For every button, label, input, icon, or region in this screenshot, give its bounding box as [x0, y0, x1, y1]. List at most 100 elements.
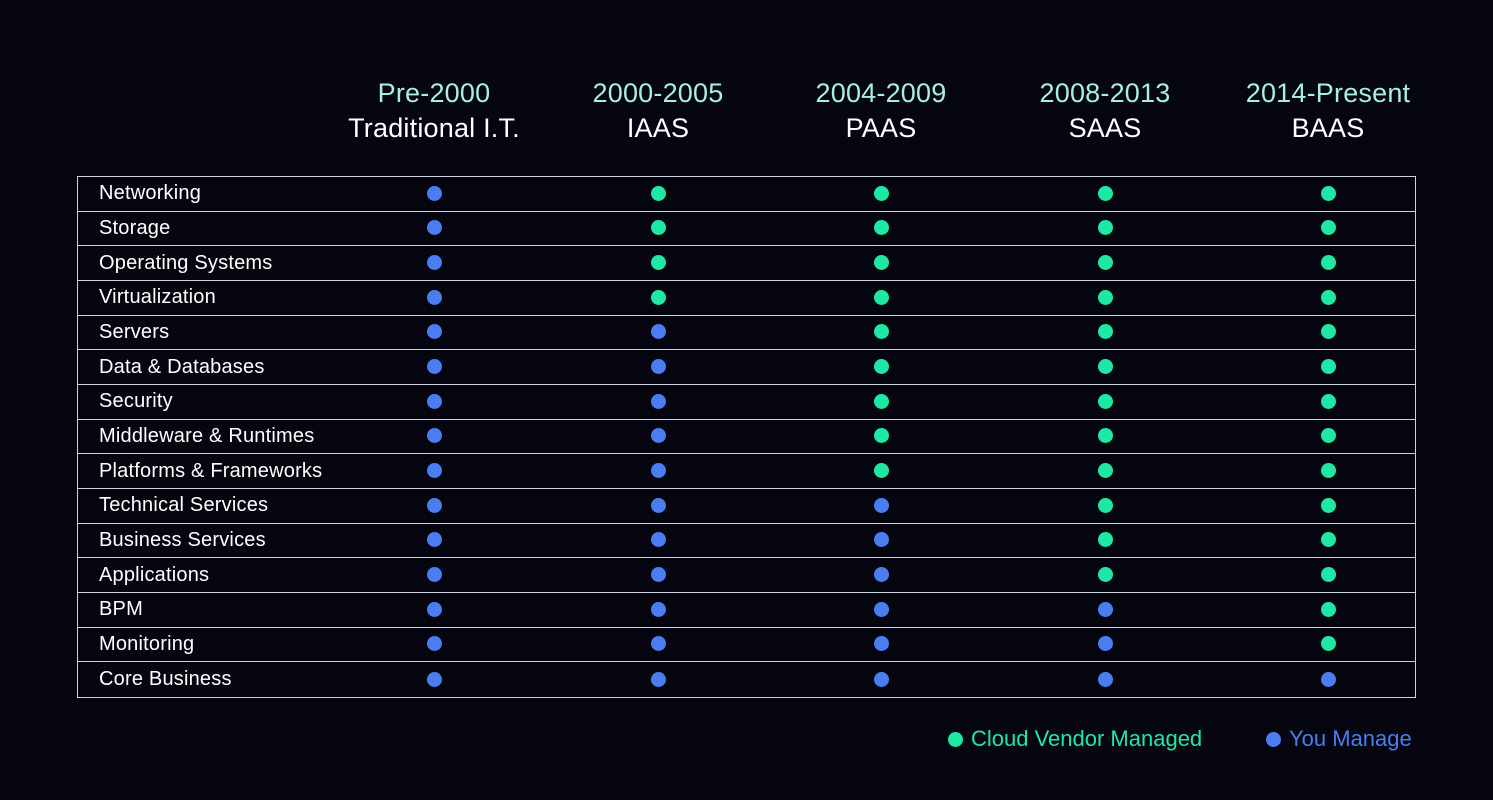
- vendor-managed-dot-icon: [873, 428, 889, 444]
- vendor-managed-dot-icon: [1320, 636, 1336, 652]
- table-row: BPM: [78, 593, 1415, 628]
- row-label: Security: [99, 390, 173, 413]
- column-header: 2008-2013 SAAS: [995, 76, 1215, 146]
- table-row: Storage: [78, 212, 1415, 247]
- you-manage-dot-icon: [650, 497, 666, 513]
- vendor-managed-dot-icon: [650, 289, 666, 305]
- you-manage-dot-icon: [650, 671, 666, 687]
- table-row: Security: [78, 385, 1415, 420]
- you-manage-dot-icon: [426, 289, 442, 305]
- vendor-managed-dot-icon: [650, 255, 666, 271]
- column-model: IAAS: [626, 113, 690, 143]
- column-model: SAAS: [1068, 113, 1142, 143]
- legend-vendor-label: Cloud Vendor Managed: [971, 726, 1203, 751]
- you-manage-dot-icon: [426, 428, 442, 444]
- column-years: 2008-2013: [1039, 78, 1171, 108]
- row-label: Servers: [99, 320, 170, 343]
- table-row: Middleware & Runtimes: [78, 420, 1415, 455]
- column-model: PAAS: [845, 113, 917, 143]
- you-manage-dot-icon: [650, 463, 666, 479]
- vendor-managed-dot-icon: [1320, 567, 1336, 583]
- you-manage-dot-icon: [1097, 601, 1113, 617]
- row-label: Technical Services: [99, 494, 269, 517]
- row-label: Platforms & Frameworks: [99, 459, 323, 482]
- table-row: Technical Services: [78, 489, 1415, 524]
- vendor-managed-dot-icon: [1320, 359, 1336, 375]
- you-manage-dot-icon: [426, 567, 442, 583]
- column-years: 2000-2005: [592, 78, 724, 108]
- you-manage-dot-icon: [426, 671, 442, 687]
- column-header: 2004-2009 PAAS: [771, 76, 991, 146]
- column-header: Pre-2000 Traditional I.T.: [324, 76, 544, 146]
- vendor-managed-dot-icon: [1320, 428, 1336, 444]
- vendor-managed-dot-icon: [873, 255, 889, 271]
- vendor-managed-dot-icon: [1320, 497, 1336, 513]
- you-manage-dot-icon: [1320, 671, 1336, 687]
- vendor-managed-dot-icon: [873, 393, 889, 409]
- vendor-managed-dot-icon: [1097, 220, 1113, 236]
- vendor-managed-dot-icon: [873, 220, 889, 236]
- vendor-managed-dot-icon: [1320, 324, 1336, 340]
- vendor-dot-icon: [948, 731, 963, 747]
- you-manage-dot-icon: [650, 359, 666, 375]
- you-manage-dot-icon: [426, 601, 442, 617]
- row-label: Operating Systems: [99, 251, 273, 274]
- vendor-managed-dot-icon: [1097, 497, 1113, 513]
- vendor-managed-dot-icon: [650, 185, 666, 201]
- you-manage-dot-icon: [650, 567, 666, 583]
- you-manage-dot-icon: [873, 567, 889, 583]
- row-label: Applications: [99, 563, 210, 586]
- legend-you-label: You Manage: [1289, 726, 1412, 751]
- column-header: 2014-Present BAAS: [1218, 76, 1438, 146]
- row-label: Middleware & Runtimes: [99, 424, 315, 447]
- vendor-managed-dot-icon: [1097, 463, 1113, 479]
- you-manage-dot-icon: [873, 671, 889, 687]
- you-manage-dot-icon: [873, 636, 889, 652]
- vendor-managed-dot-icon: [1320, 289, 1336, 305]
- you-manage-dot-icon: [650, 393, 666, 409]
- column-header: 2000-2005 IAAS: [548, 76, 768, 146]
- table-row: Monitoring: [78, 628, 1415, 663]
- legend-vendor: Cloud Vendor Managed: [948, 724, 1202, 754]
- table-row: Platforms & Frameworks: [78, 454, 1415, 489]
- table-row: Servers: [78, 316, 1415, 351]
- you-manage-dot-icon: [650, 324, 666, 340]
- you-manage-dot-icon: [650, 636, 666, 652]
- table-row: Operating Systems: [78, 246, 1415, 281]
- responsibility-grid: Networking Storage Operating Systems Virtua…: [77, 176, 1416, 698]
- table-row: Applications: [78, 558, 1415, 593]
- vendor-managed-dot-icon: [873, 289, 889, 305]
- you-manage-dot-icon: [426, 463, 442, 479]
- row-label: Core Business: [99, 668, 232, 691]
- vendor-managed-dot-icon: [1097, 289, 1113, 305]
- vendor-managed-dot-icon: [1320, 601, 1336, 617]
- you-manage-dot-icon: [426, 324, 442, 340]
- column-years: 2014-Present: [1245, 78, 1411, 108]
- row-label: Storage: [99, 216, 171, 239]
- you-manage-dot-icon: [1097, 636, 1113, 652]
- you-manage-dot-icon: [873, 497, 889, 513]
- vendor-managed-dot-icon: [1320, 255, 1336, 271]
- column-model: Traditional I.T.: [348, 113, 520, 143]
- vendor-managed-dot-icon: [1097, 185, 1113, 201]
- you-manage-dot-icon: [426, 497, 442, 513]
- you-manage-dot-icon: [1097, 671, 1113, 687]
- vendor-managed-dot-icon: [1097, 359, 1113, 375]
- vendor-managed-dot-icon: [873, 463, 889, 479]
- you-manage-dot-icon: [426, 185, 442, 201]
- you-manage-dot-icon: [650, 532, 666, 548]
- row-label: Monitoring: [99, 632, 195, 655]
- table-row: Data & Databases: [78, 350, 1415, 385]
- you-manage-dot-icon: [426, 532, 442, 548]
- vendor-managed-dot-icon: [873, 185, 889, 201]
- row-label: Data & Databases: [99, 355, 265, 378]
- row-label: Networking: [99, 182, 202, 205]
- you-manage-dot-icon: [873, 532, 889, 548]
- column-model: BAAS: [1291, 113, 1365, 143]
- vendor-managed-dot-icon: [1097, 532, 1113, 548]
- vendor-managed-dot-icon: [1320, 463, 1336, 479]
- vendor-managed-dot-icon: [1320, 185, 1336, 201]
- vendor-managed-dot-icon: [650, 220, 666, 236]
- row-label: Virtualization: [99, 286, 216, 309]
